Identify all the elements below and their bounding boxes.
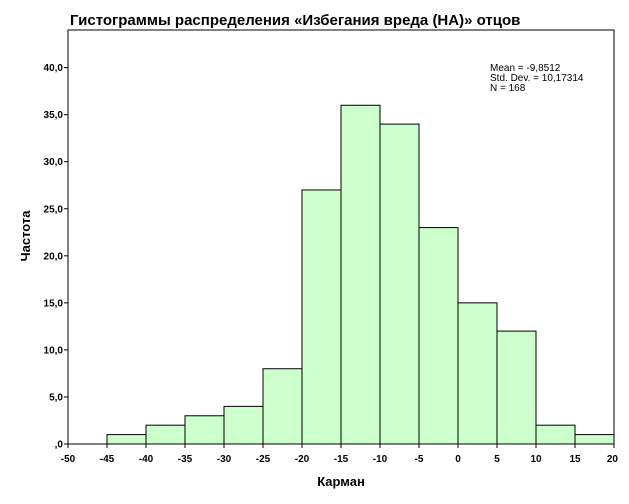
y-tick-label: 15,0 xyxy=(44,298,64,309)
x-tick-label: -15 xyxy=(334,454,349,465)
histogram-bar xyxy=(340,104,381,445)
stats-n: N = 168 xyxy=(490,83,526,94)
x-axis: -50 -45 -40 -35 -30 -25 -20 -15 -10 -5 0 5 10 15 20 xyxy=(61,444,619,465)
histogram-bar xyxy=(457,302,498,445)
x-tick-label: 15 xyxy=(569,454,581,465)
histogram-bar xyxy=(184,415,225,445)
stats-std-dev: Std. Dev. = 10,17314 xyxy=(490,73,584,84)
y-tick-label: 35,0 xyxy=(44,110,64,121)
histogram-bar xyxy=(535,424,576,445)
y-axis-title: Частота xyxy=(18,210,33,262)
x-tick-label: -10 xyxy=(373,454,388,465)
x-tick-label: 0 xyxy=(455,454,461,465)
histogram-bar xyxy=(418,227,459,445)
x-tick-label: -5 xyxy=(415,454,424,465)
x-tick-label: -50 xyxy=(61,454,76,465)
histogram-bar xyxy=(379,123,420,445)
y-tick-label: 20,0 xyxy=(44,251,64,262)
x-tick-label: -20 xyxy=(295,454,310,465)
y-tick-label: 5,0 xyxy=(49,392,63,403)
x-tick-label: -35 xyxy=(178,454,193,465)
histogram-bar xyxy=(223,405,264,445)
x-tick-label: 5 xyxy=(494,454,500,465)
y-tick-label: ,0 xyxy=(55,440,64,451)
histogram-bar xyxy=(496,330,537,445)
x-tick-label: 10 xyxy=(530,454,542,465)
y-tick-label: 30,0 xyxy=(44,157,64,168)
stats-box: Mean = -9,8512 Std. Dev. = 10,17314 N = … xyxy=(490,63,584,94)
histogram-bar xyxy=(145,424,186,445)
x-tick-label: -45 xyxy=(100,454,115,465)
histogram-bars xyxy=(106,104,615,445)
histogram-bar xyxy=(301,189,342,445)
x-axis-title: Карман xyxy=(317,474,365,489)
x-tick-label: -25 xyxy=(256,454,271,465)
histogram-bar xyxy=(262,368,303,445)
y-tick-label: 10,0 xyxy=(44,345,64,356)
histogram-bar xyxy=(574,434,615,445)
x-tick-label: 20 xyxy=(607,454,619,465)
y-tick-label: 40,0 xyxy=(44,63,64,74)
x-tick-label: -40 xyxy=(139,454,154,465)
x-tick-label: -30 xyxy=(217,454,232,465)
y-axis: ,0 5,0 10,0 15,0 20,0 25,0 30,0 35,0 40,0 xyxy=(44,63,68,451)
stats-mean: Mean = -9,8512 xyxy=(490,63,561,74)
y-tick-label: 25,0 xyxy=(44,204,64,215)
histogram-bar xyxy=(106,434,147,445)
chart-title: Гистограммы распределения «Избегания вре… xyxy=(70,12,520,29)
